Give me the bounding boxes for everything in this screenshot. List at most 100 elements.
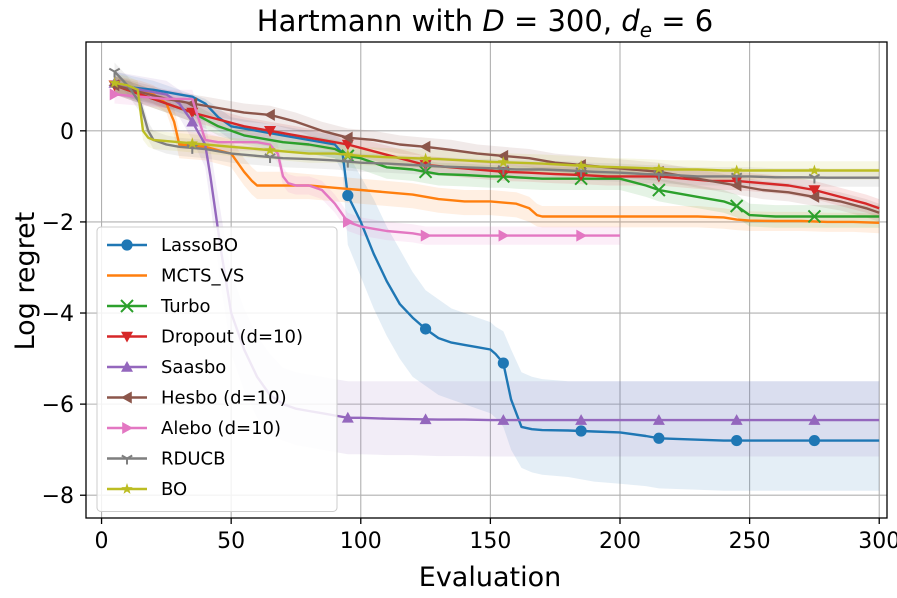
- title-D: D: [482, 4, 504, 38]
- legend-item-hesbo-d-10: Hesbo (d=10): [107, 388, 287, 409]
- legend-marker-lassobo: [121, 239, 133, 251]
- marker-bo: [342, 148, 354, 160]
- marker-bo: [186, 137, 198, 149]
- marker-bo: [108, 77, 121, 88]
- chart-title: Hartmann with D = 300, de = 6: [257, 4, 713, 42]
- legend-label-dropout-d-10: Dropout (d=10): [161, 327, 303, 348]
- y-tick-label: −8: [42, 484, 74, 509]
- marker-alebo-d-10: [498, 229, 510, 242]
- legend-item-bo: BO: [107, 479, 187, 500]
- marker-dropout-d-10: [264, 126, 277, 137]
- marker-lassobo: [497, 357, 509, 369]
- legend-label-rducb: RDUCB: [161, 449, 225, 470]
- marker-bo: [730, 164, 743, 176]
- marker-turbo: [652, 183, 666, 197]
- legend-label-hesbo-d-10: Hesbo (d=10): [161, 388, 287, 409]
- legend-item-rducb: RDUCB: [107, 449, 225, 470]
- marker-saasbo: [497, 414, 510, 425]
- marker-bo: [575, 159, 587, 171]
- plot-frame: [85, 41, 888, 519]
- marker-rducb: [730, 172, 743, 183]
- marker-hesbo-d-10: [730, 179, 742, 192]
- y-axis-label: Log regret: [10, 212, 41, 351]
- marker-lassobo: [419, 323, 432, 335]
- band-mcts-vs: [114, 76, 880, 234]
- legend-label-saasbo: Saasbo: [161, 357, 226, 378]
- x-tick-label: 0: [95, 529, 109, 554]
- y-tick-label: 0: [60, 120, 74, 145]
- legend-marker-bo: [121, 483, 133, 494]
- plot-area: 0 50 100 150 200 250 300 0 −2 −4 −6 −8 LassoBO MCTS_V…: [42, 41, 897, 554]
- title-D-value: = 300,: [505, 4, 622, 38]
- title-d-value: = 6: [652, 4, 713, 38]
- x-tick-label: 150: [469, 529, 511, 554]
- marker-hesbo-d-10: [808, 190, 820, 203]
- legend-label-bo: BO: [161, 479, 187, 500]
- marker-rducb: [264, 153, 276, 164]
- line-alebo-d-10: [114, 93, 620, 237]
- marker-saasbo: [341, 411, 354, 423]
- y-tick-label: −4: [42, 302, 74, 327]
- legend-item-dropout-d-10: Dropout (d=10): [107, 327, 303, 348]
- legend-item-alebo-d-10: Alebo (d=10): [107, 418, 281, 439]
- marker-turbo: [729, 199, 744, 213]
- series-mcts-vs: [114, 84, 880, 224]
- x-tick-label: 50: [217, 529, 245, 554]
- line-mcts-vs: [114, 84, 880, 224]
- legend-item-mcts-vs: MCTS_VS: [107, 266, 244, 287]
- legend-label-turbo: Turbo: [160, 296, 211, 317]
- marker-turbo: [418, 165, 433, 179]
- marker-hesbo-d-10: [264, 108, 275, 121]
- title-main: Hartmann with: [257, 4, 483, 38]
- band-lassobo: [114, 71, 880, 491]
- marker-hesbo-d-10: [419, 140, 431, 153]
- series-saasbo: [108, 76, 880, 425]
- marker-lassobo: [653, 432, 665, 444]
- legend-marker-alebo-d-10: [122, 422, 133, 434]
- legend-item-saasbo: Saasbo: [107, 357, 226, 378]
- x-axis-label: Evaluation: [419, 562, 561, 593]
- marker-bo: [419, 152, 432, 164]
- series-bo: [108, 77, 880, 176]
- title-d-sub: e: [640, 18, 652, 42]
- marker-dropout-d-10: [808, 185, 821, 197]
- marker-rducb: [497, 164, 510, 175]
- legend-label-lassobo: LassoBO: [161, 235, 238, 256]
- band-turbo: [114, 76, 880, 228]
- x-tick-label: 100: [340, 529, 382, 554]
- marker-alebo-d-10: [109, 88, 121, 101]
- marker-saasbo: [652, 414, 665, 425]
- x-tick-label: 250: [729, 529, 771, 554]
- marker-bo: [808, 164, 821, 176]
- marker-saasbo: [575, 414, 588, 425]
- series-area: [108, 62, 880, 491]
- band-hesbo-d-10-: [114, 76, 880, 222]
- legend-box: [96, 226, 338, 512]
- legend-marker-saasbo: [121, 361, 133, 372]
- title-d: d: [621, 4, 640, 38]
- marker-hesbo-d-10: [341, 131, 353, 144]
- line-saasbo: [114, 81, 880, 422]
- y-tick-label: −6: [42, 393, 74, 418]
- legend-marker-dropout-d-10: [121, 331, 133, 343]
- marker-lassobo: [808, 434, 821, 447]
- band-rducb: [114, 62, 880, 187]
- marker-saasbo: [808, 414, 821, 425]
- marker-rducb: [419, 161, 432, 172]
- x-tick-label: 200: [599, 529, 641, 554]
- legend-item-turbo: Turbo: [107, 296, 211, 317]
- marker-saasbo: [419, 413, 432, 425]
- legend-label-mcts-vs: MCTS_VS: [161, 266, 244, 287]
- legend-marker-rducb: [121, 454, 133, 465]
- series-alebo-d-10: [109, 88, 620, 242]
- marker-alebo-d-10: [420, 229, 432, 242]
- legend-marker-turbo: [120, 299, 134, 313]
- marker-bo: [264, 144, 276, 155]
- marker-bo: [653, 162, 665, 174]
- marker-lassobo: [342, 189, 354, 202]
- y-tick-label: −2: [42, 211, 74, 236]
- marker-lassobo: [731, 434, 743, 447]
- legend-marker-hesbo-d-10: [121, 391, 132, 404]
- series-hesbo-d-10: [108, 79, 880, 214]
